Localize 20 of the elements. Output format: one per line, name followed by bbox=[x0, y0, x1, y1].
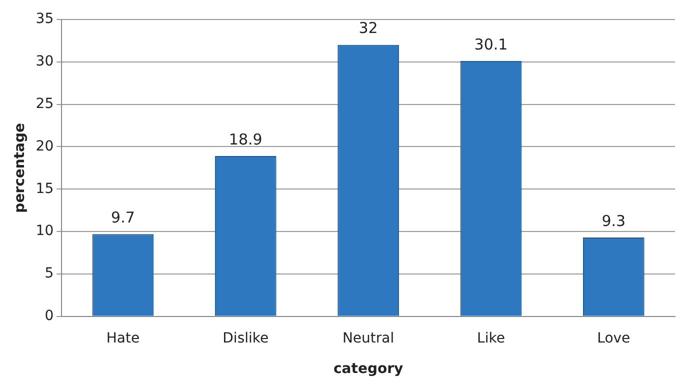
x-tick-label: Neutral bbox=[342, 330, 394, 346]
y-tick-label: 25 bbox=[36, 96, 54, 112]
x-tick-label: Like bbox=[477, 330, 505, 346]
y-tick-label: 20 bbox=[36, 138, 54, 154]
y-tick-label: 10 bbox=[36, 223, 54, 240]
y-axis-title: percentage bbox=[12, 122, 28, 213]
data-label: 30.1 bbox=[474, 35, 508, 54]
y-tick-label: 0 bbox=[44, 308, 54, 324]
data-label: 9.3 bbox=[602, 212, 626, 230]
x-tick-label: Hate bbox=[106, 330, 140, 346]
x-tick-label: Love bbox=[597, 330, 630, 346]
x-axis-title: category bbox=[334, 361, 404, 378]
y-tick-label: 30 bbox=[36, 53, 54, 70]
data-label: 9.7 bbox=[111, 208, 135, 226]
y-tick-label: 15 bbox=[36, 180, 54, 197]
y-tick-label: 5 bbox=[44, 266, 54, 282]
data-label: 32 bbox=[358, 19, 378, 38]
y-tick-label: 35 bbox=[36, 11, 54, 28]
x-tick-label: Dislike bbox=[222, 330, 269, 346]
data-label: 18.9 bbox=[228, 130, 262, 148]
